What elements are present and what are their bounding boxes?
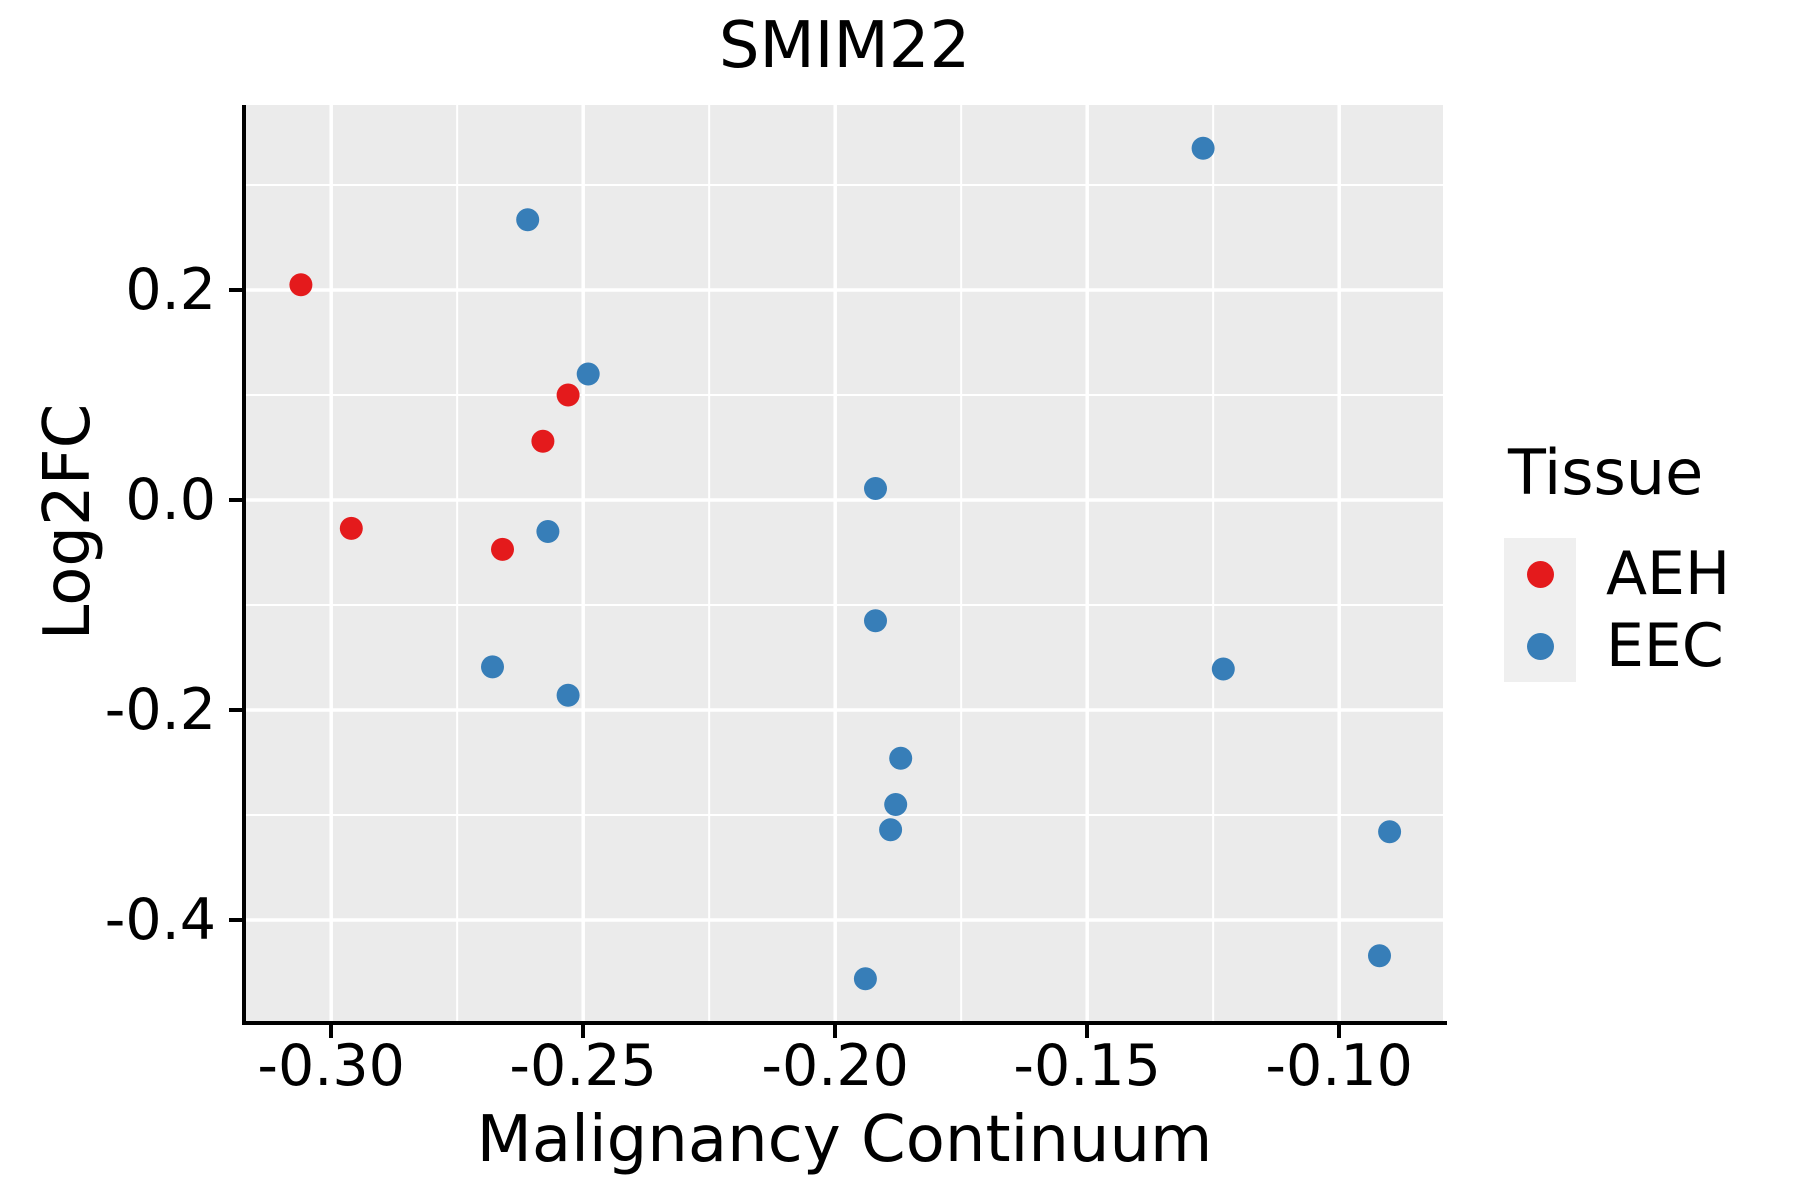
data-point-eec — [864, 477, 887, 500]
data-point-aeh — [491, 537, 514, 561]
x-tick-mark — [329, 1025, 334, 1038]
x-tick-label: -0.30 — [257, 1033, 405, 1099]
legend-item-eec: EEC — [1504, 610, 1730, 682]
data-point-eec — [864, 609, 887, 633]
legend-item-aeh: AEH — [1504, 538, 1730, 610]
data-point-eec — [536, 520, 560, 543]
eec-dot-icon — [1526, 632, 1554, 660]
data-point-eec — [516, 208, 540, 232]
y-tick-mark — [229, 498, 242, 502]
data-point-eec — [481, 655, 504, 679]
x-axis-line — [242, 1021, 1447, 1025]
data-point-eec — [1211, 657, 1235, 681]
data-point-aeh — [289, 273, 313, 297]
plot-panel — [246, 105, 1443, 1021]
legend-key-eec — [1504, 610, 1576, 682]
data-point-eec — [1368, 944, 1391, 968]
legend-label-eec: EEC — [1606, 611, 1724, 681]
data-point-eec — [889, 746, 913, 770]
plot-title: SMIM22 — [718, 9, 971, 83]
x-tick-mark — [1337, 1025, 1342, 1038]
x-tick-mark — [833, 1025, 838, 1038]
x-tick-label: -0.15 — [1013, 1033, 1161, 1099]
y-tick-mark — [229, 707, 242, 712]
scatter-plot-canvas — [246, 105, 1443, 1021]
data-point-eec — [1378, 820, 1402, 844]
data-point-eec — [576, 362, 600, 386]
y-tick-mark — [229, 917, 242, 922]
y-tick-label: -0.4 — [104, 886, 216, 953]
x-axis-title: Malignancy Continuum — [476, 1103, 1213, 1177]
aeh-dot-icon — [1526, 560, 1554, 588]
x-tick-label: -0.20 — [761, 1033, 909, 1099]
y-tick-label: -0.2 — [104, 676, 216, 743]
data-point-eec — [884, 793, 908, 816]
legend-key-aeh — [1504, 538, 1576, 610]
data-point-aeh — [531, 429, 555, 453]
legend-title: Tissue — [1508, 436, 1704, 509]
data-point-eec — [1191, 136, 1215, 160]
y-axis-line — [242, 105, 246, 1025]
y-tick-label: 0.2 — [125, 257, 216, 323]
y-tick-mark — [229, 288, 242, 292]
legend-label-aeh: AEH — [1606, 539, 1731, 609]
data-point-eec — [556, 683, 580, 707]
data-point-eec — [853, 967, 877, 991]
legend: Tissue AEH EEC — [1504, 438, 1730, 682]
x-tick-mark — [1085, 1025, 1090, 1038]
data-point-aeh — [556, 383, 580, 407]
x-tick-label: -0.10 — [1265, 1033, 1413, 1099]
x-tick-label: -0.25 — [509, 1033, 657, 1099]
data-point-eec — [879, 818, 903, 842]
x-tick-mark — [581, 1025, 586, 1038]
data-point-aeh — [339, 516, 363, 540]
y-tick-label: 0.0 — [125, 467, 216, 533]
